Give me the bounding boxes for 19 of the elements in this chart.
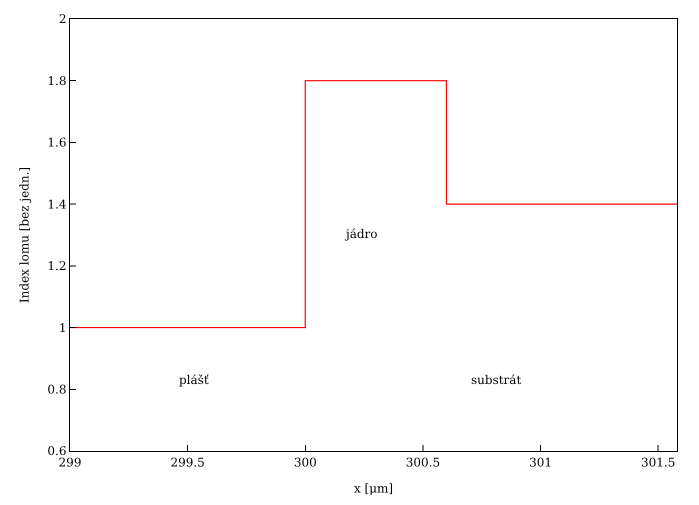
annotation: substrát — [471, 373, 522, 387]
y-axis-title: Index lomu [bez jedn.] — [18, 166, 32, 304]
x-tick-label: 299.5 — [170, 456, 205, 470]
annotation: jádro — [344, 227, 378, 241]
annotation: plášť — [179, 373, 209, 387]
x-tick-label: 300.5 — [406, 456, 440, 470]
x-tick-label: 300 — [294, 456, 317, 470]
y-tick-label: 1 — [58, 320, 66, 335]
x-tick-label: 299 — [58, 456, 82, 470]
y-tick-label: 1.8 — [47, 74, 66, 88]
y-tick-label: 0.8 — [47, 382, 66, 396]
x-tick-label: 301 — [529, 456, 552, 470]
y-tick-label: 1.4 — [47, 197, 67, 212]
y-tick-label: 1.6 — [47, 136, 66, 150]
x-axis-title: x [μm] — [354, 481, 394, 496]
y-tick-label: 0.6 — [47, 444, 66, 458]
x-tick-label: 301.5 — [641, 456, 676, 470]
y-tick-label: 1.2 — [47, 259, 66, 274]
y-tick-label: 2 — [58, 12, 66, 26]
